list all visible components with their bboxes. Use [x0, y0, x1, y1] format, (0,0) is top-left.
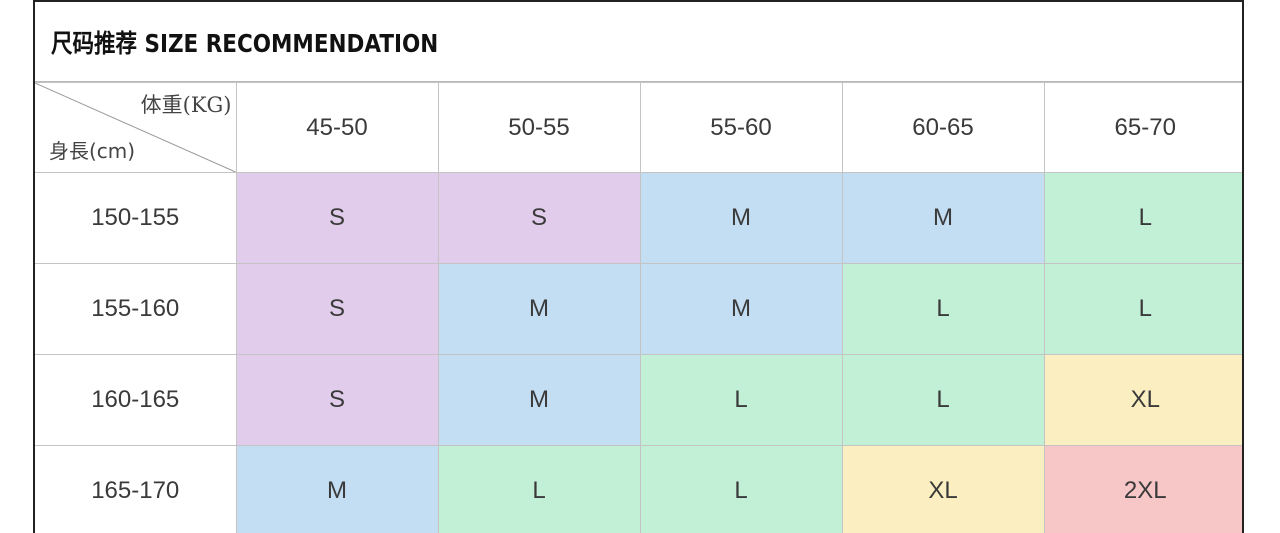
size-chart-frame: 尺码推荐 SIZE RECOMMENDATION 体重(KG) 身長(cm) 4… — [33, 0, 1244, 533]
table-row: 155-160 S M M L L — [35, 263, 1242, 355]
table-row: 160-165 S M L L XL — [35, 354, 1242, 446]
weight-header-cell: 55-60 — [639, 82, 843, 173]
size-cell: S — [235, 263, 439, 355]
height-row-label: 155-160 — [35, 263, 237, 355]
title-bar: 尺码推荐 SIZE RECOMMENDATION — [35, 2, 1242, 82]
size-cell: 2XL — [1043, 445, 1242, 533]
size-cell: L — [841, 354, 1045, 446]
header-row: 体重(KG) 身長(cm) 45-50 50-55 55-60 60-65 65… — [35, 82, 1242, 173]
size-cell: S — [235, 354, 439, 446]
size-cell: L — [639, 354, 843, 446]
weight-header-cell: 65-70 — [1043, 82, 1242, 173]
size-cell: M — [235, 445, 439, 533]
size-cell: XL — [1043, 354, 1242, 446]
size-cell: L — [639, 445, 843, 533]
size-cell: L — [437, 445, 641, 533]
height-axis-label: 身長(cm) — [49, 139, 136, 163]
weight-header-cell: 45-50 — [235, 82, 439, 173]
size-cell: L — [1043, 172, 1242, 264]
page-title: 尺码推荐 SIZE RECOMMENDATION — [51, 28, 439, 58]
size-cell: XL — [841, 445, 1045, 533]
weight-axis-label: 体重(KG) — [140, 93, 232, 117]
table-row: 150-155 S S M M L — [35, 172, 1242, 264]
weight-header-cell: 60-65 — [841, 82, 1045, 173]
size-cell: M — [841, 172, 1045, 264]
size-cell: M — [437, 354, 641, 446]
size-cell: L — [1043, 263, 1242, 355]
corner-header-cell: 体重(KG) 身長(cm) — [35, 82, 237, 173]
diagonal-divider — [35, 83, 235, 172]
height-row-label: 165-170 — [35, 445, 237, 533]
size-cell: L — [841, 263, 1045, 355]
size-cell: S — [437, 172, 641, 264]
size-cell: M — [639, 263, 843, 355]
height-row-label: 150-155 — [35, 172, 237, 264]
height-row-label: 160-165 — [35, 354, 237, 446]
table-row: 165-170 M L L XL 2XL — [35, 445, 1242, 533]
size-cell: M — [639, 172, 843, 264]
weight-header-cell: 50-55 — [437, 82, 641, 173]
size-cell: M — [437, 263, 641, 355]
size-cell: S — [235, 172, 439, 264]
size-table: 体重(KG) 身長(cm) 45-50 50-55 55-60 60-65 65… — [35, 82, 1242, 533]
